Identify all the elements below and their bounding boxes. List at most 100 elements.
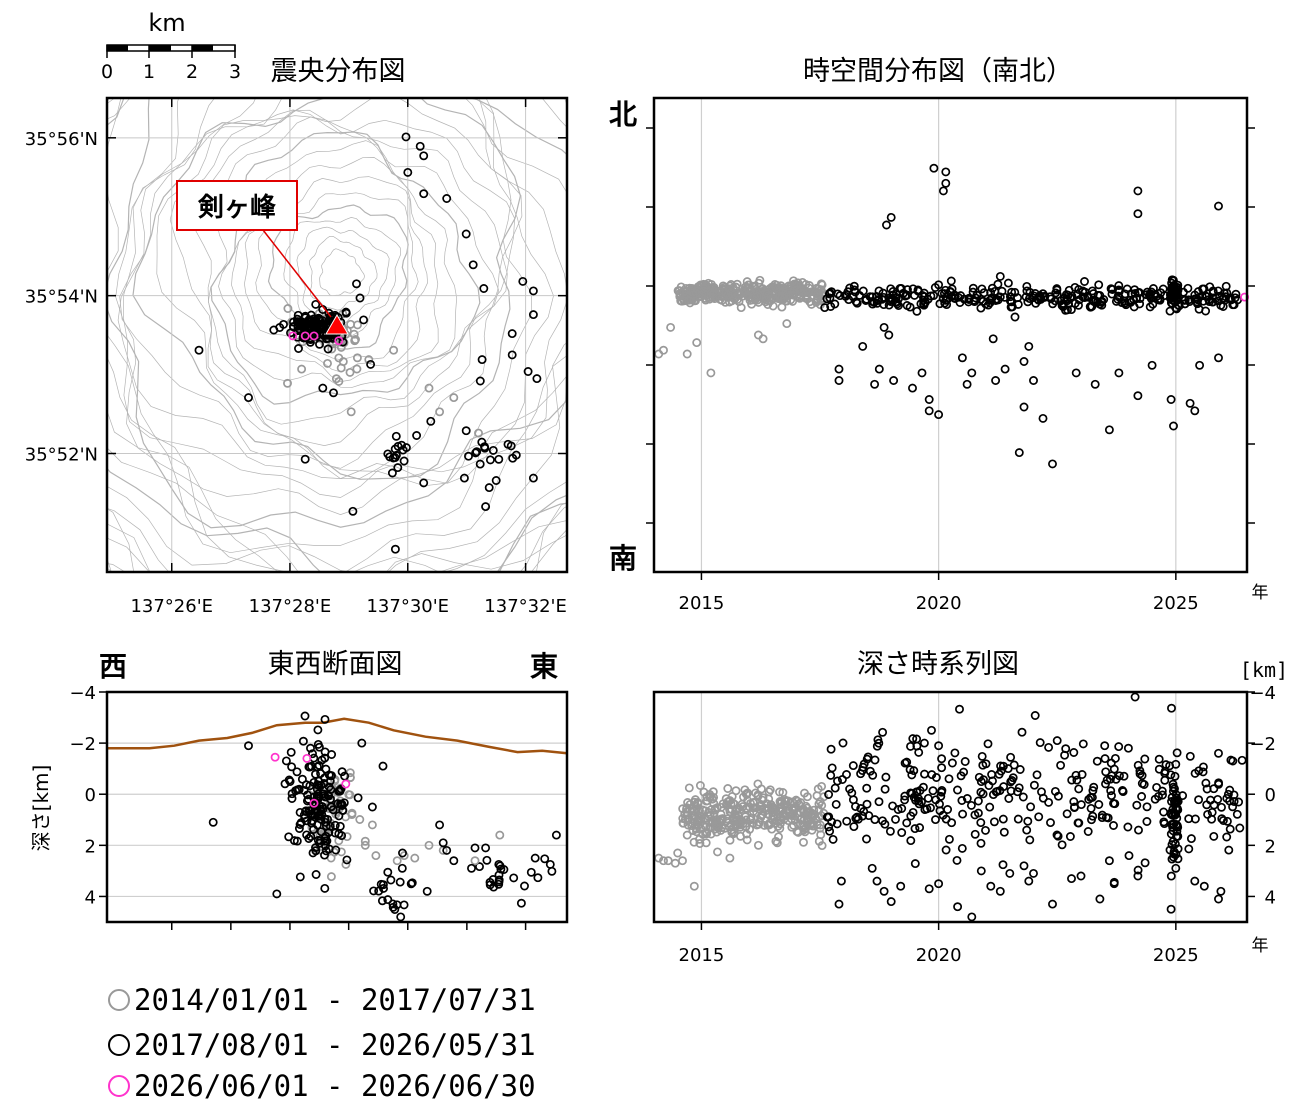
event-point-period2 xyxy=(1225,785,1235,795)
peak-triangle-marker xyxy=(325,314,349,335)
event-point-period1 xyxy=(778,811,788,821)
event-point-period2 xyxy=(472,447,482,457)
event-point-period2 xyxy=(367,802,377,812)
event-point-period1 xyxy=(744,280,754,290)
event-point-period2 xyxy=(315,838,325,848)
event-point-period1 xyxy=(778,788,788,797)
event-point-period2 xyxy=(1167,840,1177,850)
event-point-period2 xyxy=(995,271,1005,281)
event-point-period2 xyxy=(938,186,948,196)
event-point-period2 xyxy=(341,308,351,318)
event-point-period2 xyxy=(1154,754,1164,764)
y-tick-label: −4 xyxy=(69,683,96,704)
event-point-period2 xyxy=(518,276,528,286)
event-point-period2 xyxy=(305,781,315,791)
depth-time-panel: 2015 2020 2025 −4 −2 0 2 4 深さ時系列図 [km] 年 xyxy=(652,649,1288,966)
event-point-period2 xyxy=(1129,294,1139,304)
ew-section-frame xyxy=(105,690,569,924)
event-point-period2 xyxy=(1029,868,1038,878)
event-point-period2 xyxy=(962,794,972,803)
event-point-period2 xyxy=(1013,787,1022,797)
event-point-period2 xyxy=(1062,809,1072,819)
space-time-points xyxy=(654,163,1250,469)
event-point-period2 xyxy=(1114,292,1124,302)
event-point-period2 xyxy=(1208,287,1218,297)
event-point-period2 xyxy=(886,897,896,907)
event-point-period2 xyxy=(1076,871,1086,881)
x-tick-label: 2025 xyxy=(1153,945,1199,966)
event-point-period2 xyxy=(494,454,504,464)
contour-line xyxy=(191,109,508,446)
event-point-period3 xyxy=(334,336,344,346)
event-point-period1 xyxy=(784,281,794,291)
y-tick-label: 0 xyxy=(1265,785,1276,806)
event-point-period2 xyxy=(1110,799,1120,809)
event-point-period2 xyxy=(495,861,505,871)
contour-line xyxy=(309,235,378,311)
event-point-period2 xyxy=(334,811,344,821)
event-point-period2 xyxy=(533,873,543,883)
event-point-period1 xyxy=(706,829,716,839)
event-point-period2 xyxy=(981,825,990,835)
event-point-period2 xyxy=(828,834,838,844)
event-point-period2 xyxy=(316,320,326,330)
event-point-period2 xyxy=(1171,291,1181,301)
event-point-period2 xyxy=(302,816,312,826)
event-point-period2 xyxy=(909,766,919,776)
event-point-period2 xyxy=(934,280,944,290)
event-point-period2 xyxy=(884,330,894,340)
event-point-period2 xyxy=(1052,830,1062,840)
event-point-period2 xyxy=(1025,835,1035,845)
event-point-period2 xyxy=(401,132,411,142)
event-point-period2 xyxy=(438,838,448,848)
event-point-period2 xyxy=(1065,832,1075,841)
event-point-period2 xyxy=(1014,448,1024,458)
event-point-period2 xyxy=(1217,802,1226,812)
event-point-period2 xyxy=(286,747,296,757)
event-point-period2 xyxy=(1026,802,1036,812)
legend-item-period1: 2014/01/01 - 2017/07/31 xyxy=(108,985,536,1015)
event-point-period2 xyxy=(1034,812,1044,822)
event-point-period2 xyxy=(1214,778,1224,788)
event-point-period2 xyxy=(1190,814,1200,824)
event-point-period1 xyxy=(327,344,337,354)
event-point-period2 xyxy=(1183,283,1193,293)
event-point-period2 xyxy=(388,902,398,912)
event-point-period2 xyxy=(1087,302,1097,311)
event-point-period2 xyxy=(320,836,330,846)
event-point-period2 xyxy=(929,163,939,173)
event-point-period2 xyxy=(1018,792,1028,802)
event-point-period1 xyxy=(799,805,809,815)
space-time-axes: 2015 2020 2025 xyxy=(646,127,1255,614)
event-point-period2 xyxy=(1035,738,1045,748)
event-point-period2 xyxy=(1019,402,1029,412)
event-point-period1 xyxy=(754,278,764,288)
event-point-period2 xyxy=(1023,297,1033,307)
event-point-period2 xyxy=(879,322,889,332)
event-point-period2 xyxy=(329,388,338,398)
event-point-period2 xyxy=(1121,300,1131,310)
event-point-period2 xyxy=(321,846,331,856)
event-point-period2 xyxy=(931,773,941,782)
event-point-period2 xyxy=(378,880,388,890)
event-point-period1 xyxy=(659,856,668,866)
event-point-period2 xyxy=(824,289,834,299)
contour-line xyxy=(498,502,567,572)
event-point-period2 xyxy=(902,818,912,828)
event-point-period2 xyxy=(1222,793,1232,803)
event-point-period2 xyxy=(910,824,920,834)
event-point-period2 xyxy=(1060,750,1070,760)
event-point-period2 xyxy=(1231,289,1241,299)
event-point-period2 xyxy=(1235,823,1245,833)
event-point-period2 xyxy=(412,431,422,440)
event-point-period2 xyxy=(298,736,308,746)
event-point-period2 xyxy=(323,344,333,354)
event-point-period2 xyxy=(1170,771,1180,781)
event-point-period2 xyxy=(1057,840,1067,850)
event-point-period2 xyxy=(1160,775,1170,785)
event-point-period1 xyxy=(789,279,799,289)
event-point-period2 xyxy=(396,912,406,922)
event-point-period2 xyxy=(924,884,934,894)
event-point-period2 xyxy=(1172,748,1182,758)
event-point-period2 xyxy=(289,836,299,846)
